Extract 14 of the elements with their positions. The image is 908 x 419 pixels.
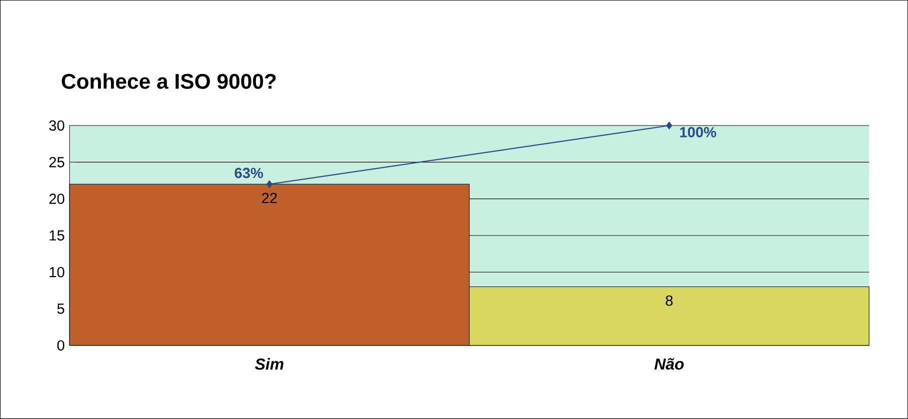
annotation: 100% <box>680 127 716 138</box>
data-label: 8 <box>666 295 673 306</box>
y-tick-label: 25 <box>49 157 64 168</box>
chart-title: Conhece a ISO 9000? <box>62 73 276 89</box>
y-tick-label: 15 <box>50 230 64 241</box>
y-tick-label: 20 <box>49 194 64 204</box>
y-tick-label: 30 <box>49 120 64 131</box>
y-tick-label: 10 <box>50 266 64 278</box>
data-label: 22 <box>262 192 277 204</box>
y-tick-label: 5 <box>57 304 64 314</box>
x-tick-label: Sim <box>255 358 284 370</box>
y-tick-label: 0 <box>57 340 64 351</box>
x-tick-label: Não <box>654 358 684 370</box>
annotation: 63% <box>234 168 264 178</box>
